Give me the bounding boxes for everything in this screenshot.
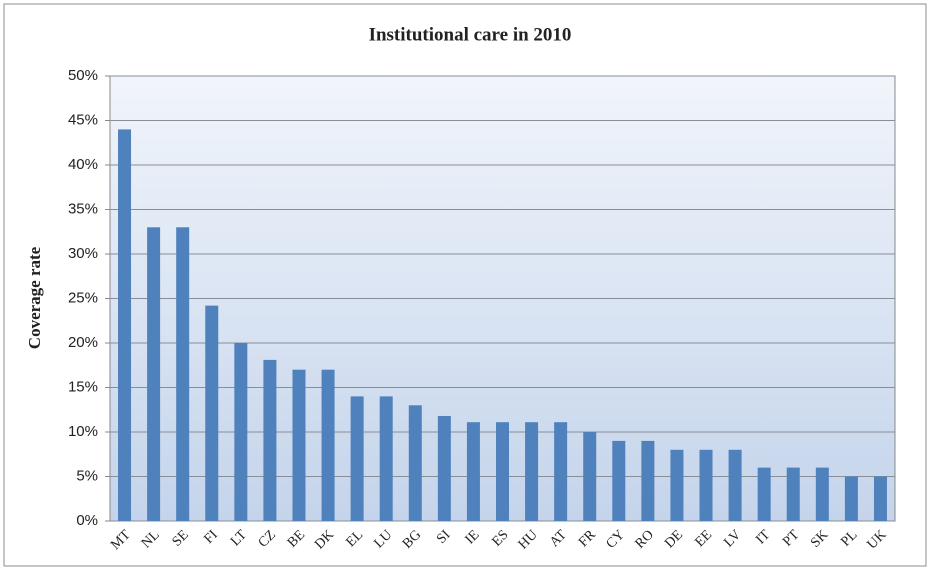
y-tick-label: 15% (68, 378, 98, 395)
bar (844, 476, 858, 521)
bar (234, 343, 248, 521)
bar (292, 369, 306, 521)
y-tick-label: 5% (76, 467, 98, 484)
bar (496, 422, 509, 521)
bar (466, 422, 480, 521)
bar (757, 467, 771, 521)
y-tick-label: 10% (68, 423, 98, 440)
bar (350, 396, 364, 521)
bar (554, 422, 568, 521)
bar (176, 227, 190, 522)
bar (437, 415, 451, 521)
bar (408, 405, 422, 521)
bar (525, 422, 539, 521)
bar (321, 369, 335, 521)
y-tick-label: 35% (68, 200, 98, 217)
bar (263, 359, 277, 521)
y-tick-label: 50% (68, 67, 98, 84)
chart-title: Institutional care in 2010 (369, 24, 572, 45)
bar (641, 440, 655, 521)
y-axis-label: Coverage rate (25, 246, 44, 349)
y-tick-label: 20% (68, 334, 98, 351)
bar (786, 467, 800, 521)
bar (147, 227, 161, 522)
bar (873, 476, 887, 521)
y-tick-label: 40% (68, 156, 98, 173)
bar (205, 305, 219, 521)
bar (699, 449, 713, 521)
y-tick-label: 45% (68, 111, 98, 128)
bar (728, 449, 742, 521)
bar (612, 440, 626, 521)
bar (379, 396, 393, 521)
y-tick-label: 30% (68, 245, 98, 262)
bar (815, 467, 829, 521)
y-tick-label: 0% (76, 512, 98, 529)
bar (583, 432, 597, 521)
y-tick-label: 25% (68, 289, 98, 306)
bar (670, 449, 684, 521)
bar (118, 129, 132, 521)
